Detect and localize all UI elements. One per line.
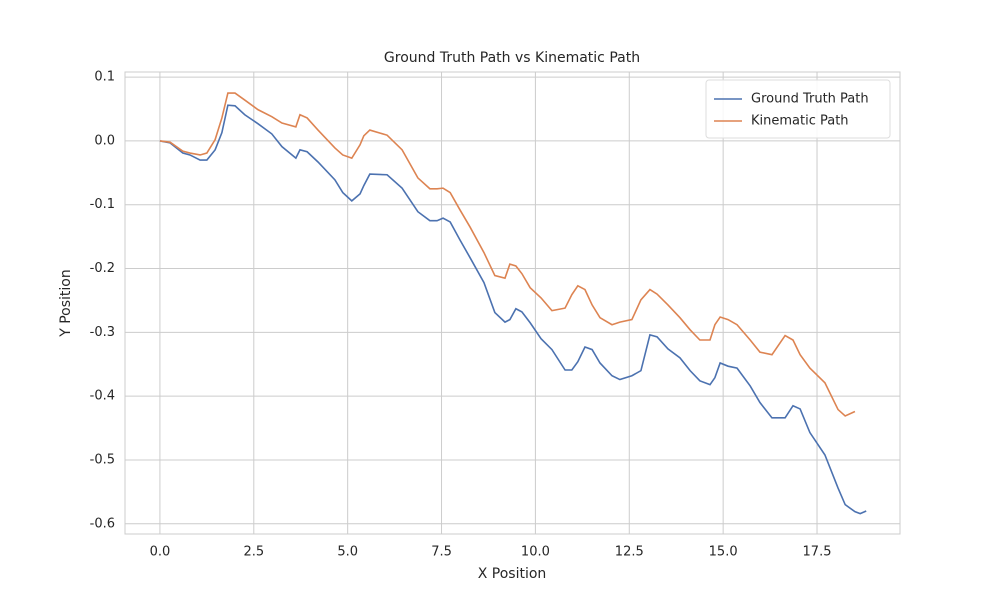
y-tick-label: -0.5 (90, 452, 115, 467)
y-tick-label: 0.0 (94, 133, 115, 148)
y-tick-label: -0.2 (90, 261, 115, 276)
y-tick-label: -0.4 (90, 389, 115, 404)
legend-label: Ground Truth Path (751, 92, 869, 107)
data-line (159, 104, 867, 515)
x-axis-label: X Position (478, 566, 547, 582)
x-tick-label: 15.0 (709, 545, 738, 560)
x-tick-label: 5.0 (337, 545, 358, 560)
x-tick-label: 7.5 (431, 545, 452, 560)
x-tick-label: 2.5 (243, 545, 264, 560)
data-line (159, 92, 856, 417)
x-tick-label: 0.0 (150, 545, 171, 560)
x-tick-label: 17.5 (803, 545, 832, 560)
x-tick-label: 12.5 (615, 545, 644, 560)
y-tick-label: -0.3 (90, 325, 115, 340)
y-tick-label: 0.1 (94, 70, 115, 85)
x-tick-label: 10.0 (521, 545, 550, 560)
chart-title: Ground Truth Path vs Kinematic Path (384, 50, 640, 66)
legend-label: Kinematic Path (751, 114, 849, 129)
y-axis-label: Y Position (58, 269, 74, 338)
y-tick-label: -0.1 (90, 197, 115, 212)
legend-box (705, 79, 891, 139)
y-tick-label: -0.6 (90, 516, 115, 531)
